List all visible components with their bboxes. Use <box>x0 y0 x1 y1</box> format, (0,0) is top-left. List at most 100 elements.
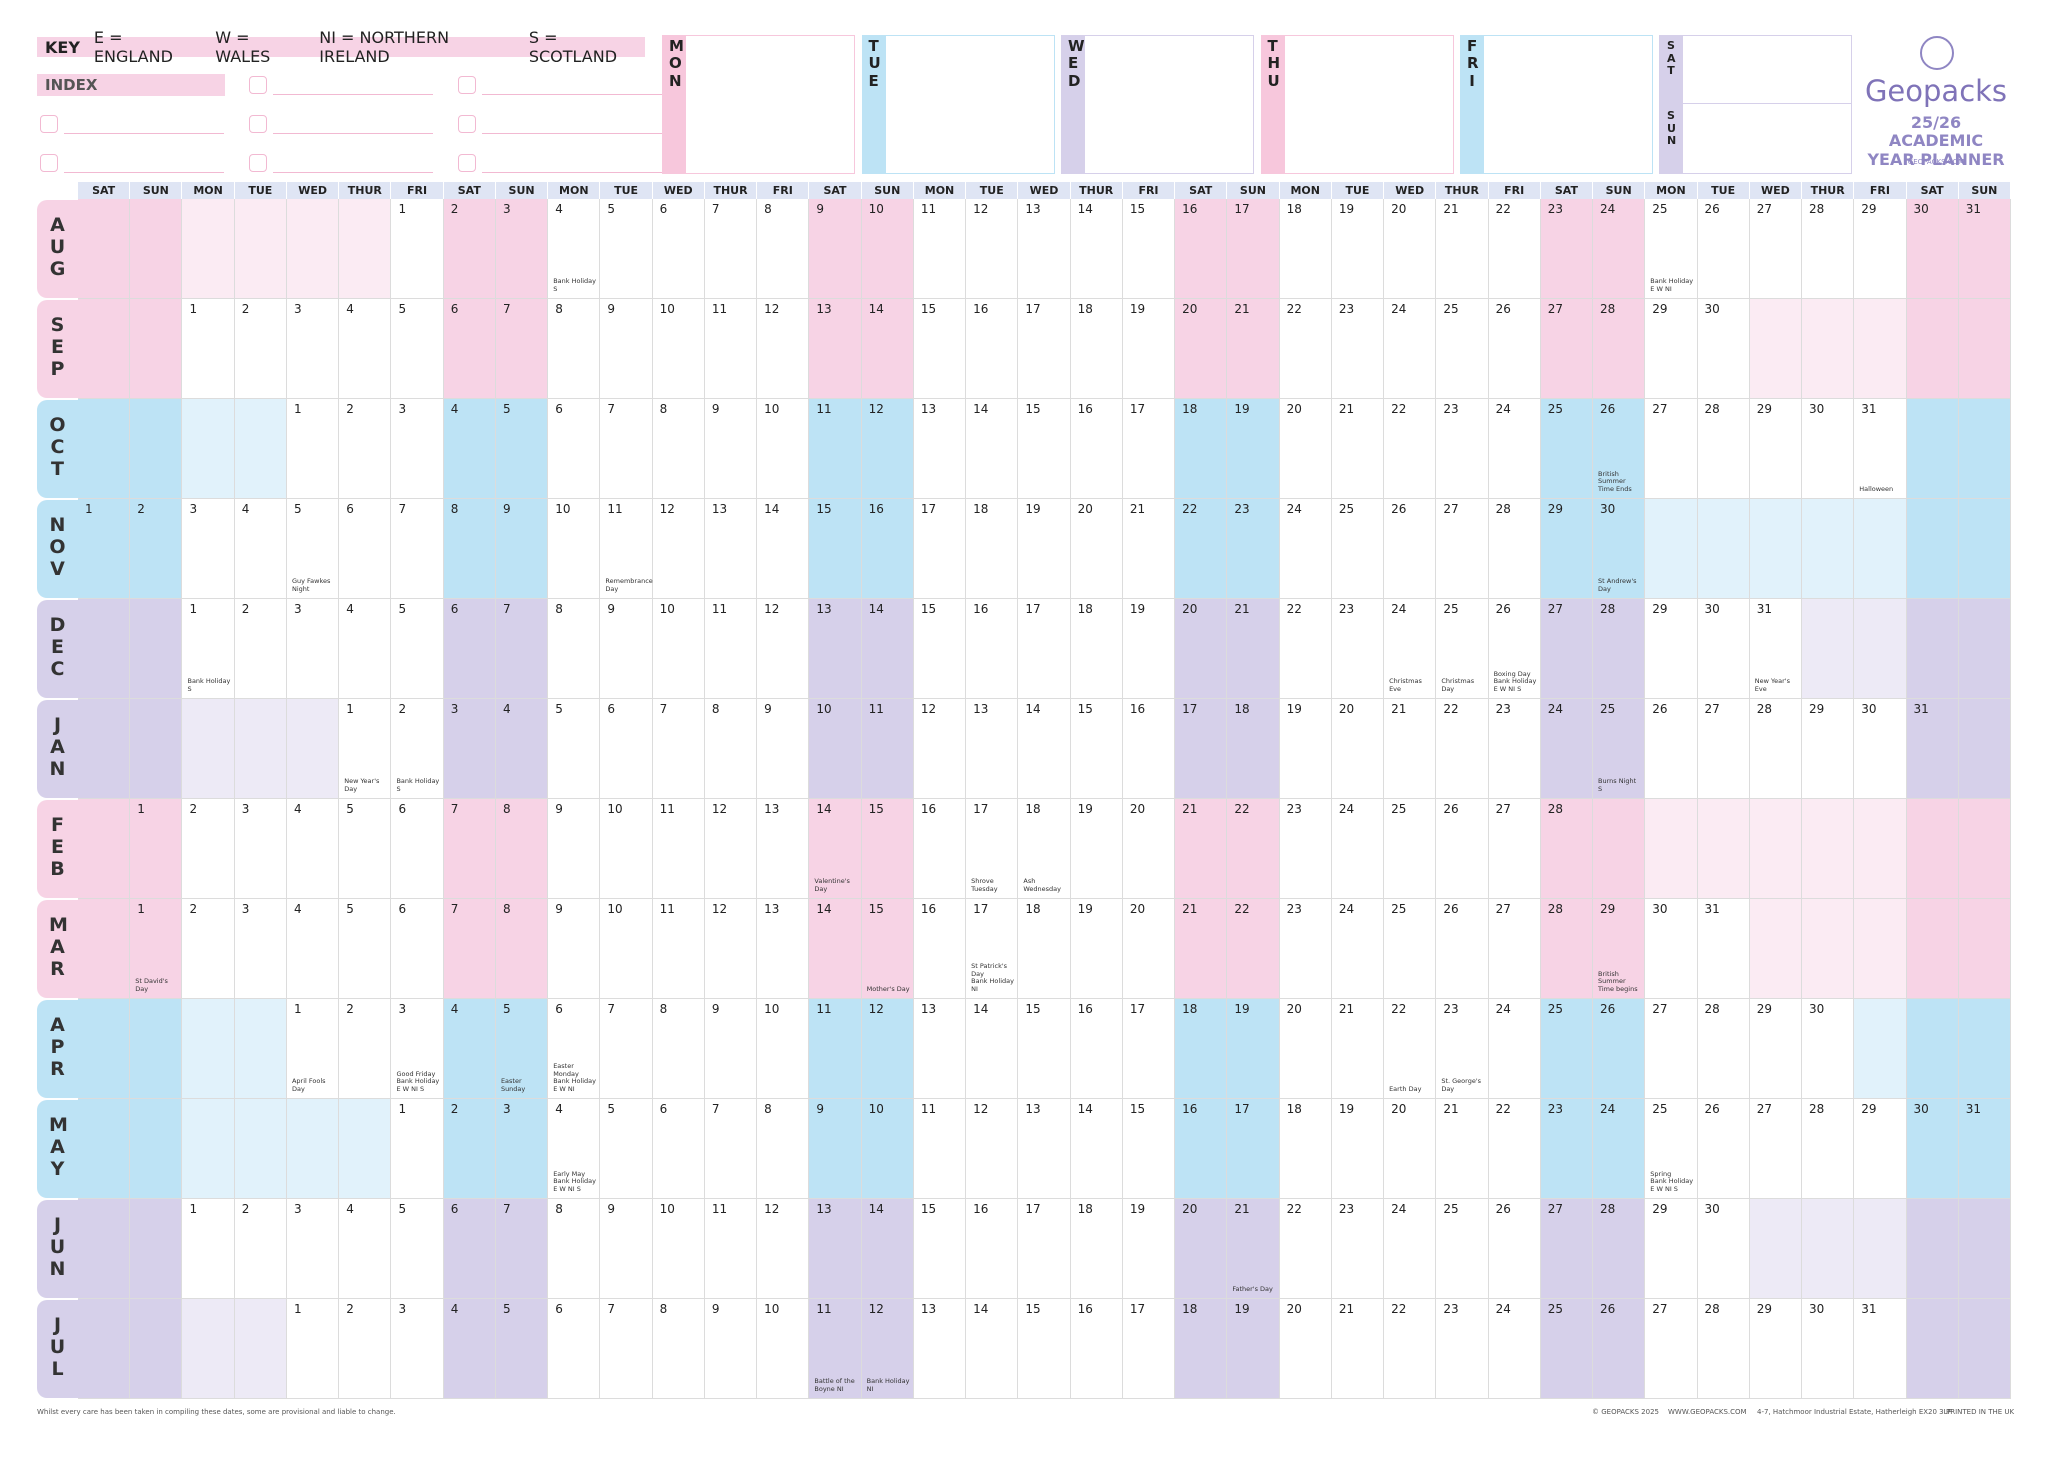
day-cell <box>78 999 131 1099</box>
day-cell: 7 <box>391 499 444 599</box>
day-cell <box>1854 599 1907 699</box>
day-cell: 16 <box>966 299 1019 399</box>
day-number: 14 <box>816 802 832 816</box>
day-cell <box>1854 799 1907 899</box>
day-number: 4 <box>293 902 302 916</box>
day-cell: 12 Bank Holiday NI <box>861 1299 914 1399</box>
day-number: 3 <box>398 1302 407 1316</box>
day-number: 25 <box>1443 602 1459 616</box>
day-cell: 22 <box>1384 1299 1437 1399</box>
day-number: 5 <box>607 202 616 216</box>
day-number: 13 <box>816 1202 832 1216</box>
day-number: 17 <box>1129 1002 1146 1016</box>
day-cell: 9 <box>704 999 758 1099</box>
day-number: 21 <box>1443 202 1459 216</box>
day-cell: 15 <box>913 1199 967 1299</box>
day-cell: 11 <box>809 999 862 1099</box>
holiday-note: Easter Sunday <box>500 1077 526 1094</box>
weekend-box <box>1659 35 1852 174</box>
day-number: 15 <box>920 1202 937 1216</box>
day-number: 22 <box>1286 302 1302 316</box>
week-day-label: SUN <box>1667 109 1677 148</box>
day-number: 14 <box>868 1202 884 1216</box>
weekend-divider <box>1683 103 1852 104</box>
day-number: 24 <box>1600 1102 1616 1116</box>
day-cell: 22 <box>1227 799 1280 899</box>
day-number: 24 <box>1286 502 1302 516</box>
day-cell: 24 <box>1331 799 1385 899</box>
day-cell: 16 <box>1070 399 1123 499</box>
day-cell: 24 <box>1488 399 1541 499</box>
day-header: FRI <box>757 182 810 199</box>
day-cell: 26 Boxing Day Bank Holiday E W NI S <box>1488 599 1541 699</box>
day-cell: 10 <box>548 499 601 599</box>
day-number: 11 <box>816 402 832 416</box>
day-number: 23 <box>1234 502 1250 516</box>
day-cell: 15 <box>1070 699 1123 799</box>
day-cell: 19 <box>1122 599 1176 699</box>
day-number: 18 <box>1077 302 1093 316</box>
day-header: MON <box>1279 182 1332 199</box>
day-cell: 19 <box>1070 799 1123 899</box>
day-cell: 16 <box>913 799 967 899</box>
day-cell <box>78 299 131 399</box>
day-cell <box>1854 299 1907 399</box>
day-cell <box>1854 999 1907 1099</box>
week-box <box>1061 35 1254 174</box>
day-cell: 21 <box>1227 299 1280 399</box>
day-number: 24 <box>1391 602 1407 616</box>
day-number: 7 <box>607 1002 616 1016</box>
day-number: 30 <box>1652 902 1668 916</box>
day-number: 10 <box>555 502 571 516</box>
day-cell: 30 <box>1906 199 1959 299</box>
day-cell: 14 <box>966 399 1019 499</box>
day-cell: 1 New Year's Day <box>339 699 392 799</box>
day-number: 28 <box>1756 702 1773 716</box>
day-cell <box>78 1099 131 1199</box>
day-cell: 17 <box>1227 1099 1280 1199</box>
weekend-strip <box>1659 35 1683 174</box>
day-number: 30 <box>1600 502 1616 516</box>
day-cell: 20 <box>1175 299 1228 399</box>
key-item: S = SCOTLAND <box>528 28 618 66</box>
day-number: 25 <box>1547 1302 1564 1316</box>
day-cell: 28 <box>1802 199 1855 299</box>
day-number: 15 <box>1129 1102 1146 1116</box>
day-number: 28 <box>1704 402 1720 416</box>
day-number: 15 <box>1025 1302 1041 1316</box>
day-cell <box>286 699 340 799</box>
day-cell: 26 <box>1697 199 1750 299</box>
day-cell: 19 <box>1279 699 1332 799</box>
day-cell: 6 <box>443 599 496 699</box>
day-number: 17 <box>973 902 989 916</box>
index-checkbox <box>249 154 267 172</box>
day-cell: 10 <box>757 1299 810 1399</box>
day-header: SAT <box>809 182 862 199</box>
day-cell: 21 <box>1331 399 1385 499</box>
day-cell: 8 <box>652 399 705 499</box>
day-cell: 25 Christmas Day <box>1436 599 1489 699</box>
day-cell: 30 <box>1697 599 1750 699</box>
day-number: 20 <box>1391 1102 1407 1116</box>
day-number: 5 <box>293 502 302 516</box>
day-cell <box>1906 799 1959 899</box>
day-number: 26 <box>1495 1202 1511 1216</box>
day-cell: 20 <box>1175 599 1228 699</box>
day-cell: 24 <box>1593 199 1646 299</box>
day-cell: 8 <box>652 999 705 1099</box>
day-number: 19 <box>1025 502 1041 516</box>
day-cell: 8 <box>495 899 549 999</box>
day-cell: 12 <box>966 199 1019 299</box>
month-label: DEC <box>49 614 66 680</box>
day-cell: 26 <box>1488 1199 1541 1299</box>
day-cell: 9 <box>809 199 862 299</box>
day-number: 1 <box>293 1002 302 1016</box>
day-number: 29 <box>1547 502 1564 516</box>
day-cell: 21 <box>1122 499 1176 599</box>
day-number: 9 <box>555 802 563 816</box>
index-checkbox <box>40 154 58 172</box>
day-cell: 31 <box>1697 899 1750 999</box>
day-cell <box>182 1299 235 1399</box>
day-cell: 13 <box>757 799 810 899</box>
week-day-label: SAT <box>1667 39 1676 78</box>
